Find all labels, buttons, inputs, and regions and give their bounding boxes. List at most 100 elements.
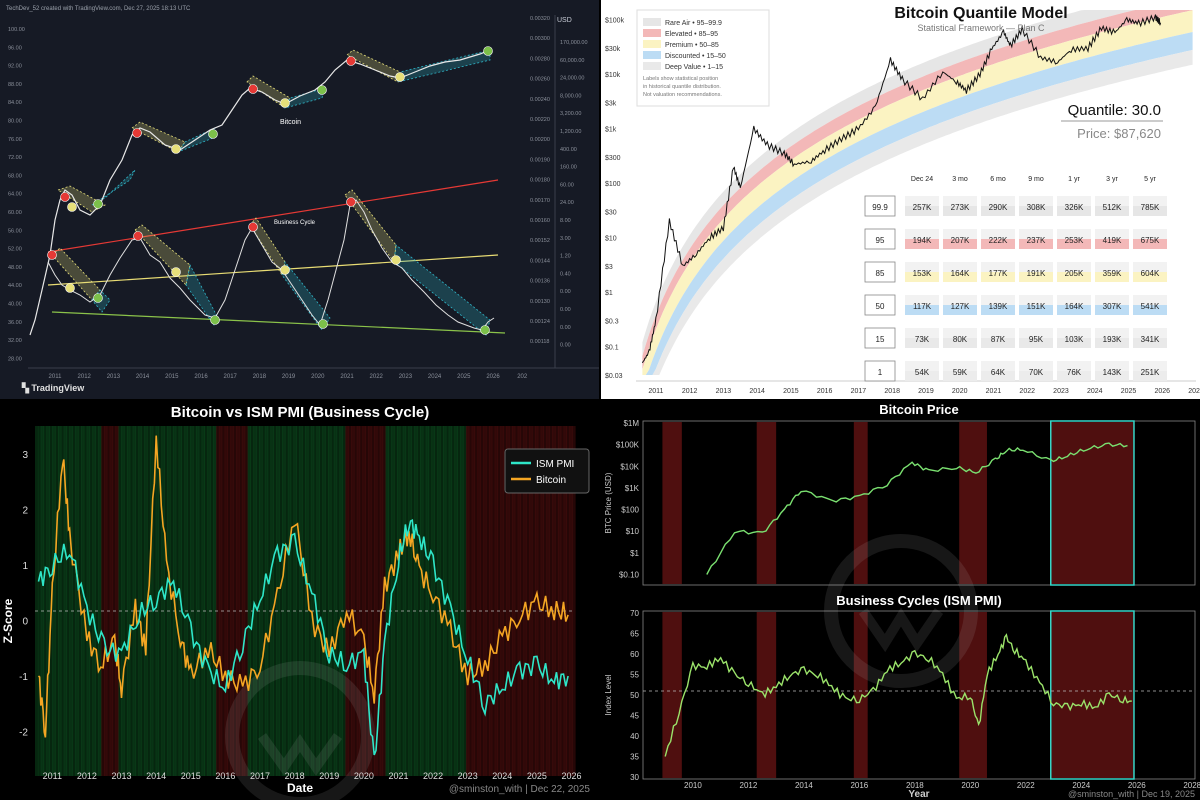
cycle-stripe (483, 426, 487, 776)
pmi-y-tick: 70 (630, 609, 639, 618)
price-pmi-x-tick: 2026 (1128, 781, 1146, 790)
zscore-x-tick: 2019 (319, 771, 339, 781)
cycle-stripe (72, 426, 76, 776)
cycle-stripe (284, 426, 289, 776)
cycle-stripe (244, 426, 249, 776)
cycle-stripe (351, 426, 355, 776)
signal-marker (67, 202, 77, 212)
table-header: 3 yr (1106, 176, 1118, 183)
signal-marker (395, 72, 405, 82)
left-axis-tick: 68.00 (8, 173, 22, 179)
quantile-y-tick: $0.03 (605, 373, 623, 380)
table-value: 326K (1065, 203, 1084, 212)
cycle-stripe (256, 426, 260, 776)
table-cell-band (1019, 305, 1053, 315)
cycle-stripe (546, 426, 550, 776)
contraction-band (959, 422, 987, 584)
zscore-x-tick: 2021 (388, 771, 408, 781)
left-axis-tick: 80.00 (8, 119, 22, 125)
zscore-x-tick: 2012 (77, 771, 97, 781)
cycle-stripe (290, 426, 295, 776)
cycle-stripe (216, 426, 220, 776)
zscore-x-tick: 2020 (354, 771, 374, 781)
table-cell-band (981, 272, 1015, 282)
cycle-stripe (89, 426, 93, 776)
tradingview-logo: ▚ (21, 382, 31, 394)
table-value: 222K (989, 236, 1008, 245)
cycle-stripe (46, 426, 50, 776)
quantile-band (642, 10, 1193, 370)
cycle-stripe (261, 426, 266, 776)
cycle-stripe (264, 426, 269, 776)
price-pmi-x-tick: 2020 (961, 781, 979, 790)
cycle-stripe (293, 426, 297, 776)
right-axis-tick: 3.00 (560, 236, 571, 242)
quantile-label-cell (864, 195, 896, 217)
table-cell-band (1095, 338, 1129, 348)
cycle-stripe (569, 426, 573, 776)
quantile-label-cell (864, 327, 896, 349)
table-cell-band (1095, 206, 1129, 216)
table-value: 237K (1027, 236, 1046, 245)
table-header: 6 mo (990, 176, 1006, 183)
price-pmi-xlabel: Year (908, 789, 929, 800)
cycle-stripe (488, 426, 493, 776)
cycle-stripe (98, 426, 102, 776)
cycle-stripe (121, 426, 125, 776)
legend-swatch (643, 40, 661, 48)
right-axis-tick: 24,000.00 (560, 76, 584, 82)
table-cell-band (1057, 371, 1091, 381)
table-cell-band (1133, 338, 1167, 348)
cycle-stripe (316, 426, 320, 776)
quantile-x-tick: 2015 (783, 388, 799, 395)
mid-axis-tick: 0.00152 (530, 238, 550, 244)
zscore-x-tick: 2024 (492, 771, 512, 781)
mid-axis-tick: 0.00300 (530, 36, 550, 42)
legend-entry: Bitcoin (536, 475, 566, 486)
table-value: 273K (951, 203, 970, 212)
price-pmi-chart: $1M $100K $10K $1K $100 $10 $1 $0.10 70 65 60 55 50… (604, 402, 1200, 800)
table-value: 80K (953, 335, 968, 344)
quantile-x-tick: 2013 (716, 388, 732, 395)
mid-axis-tick: 0.00118 (530, 339, 549, 345)
cycle-stripe (175, 426, 180, 776)
price-y-tick: $1M (623, 419, 639, 428)
table-cell-band (1095, 371, 1129, 381)
table-value: 177K (989, 269, 1008, 278)
legend-swatch (643, 51, 661, 59)
table-value: 251K (1141, 368, 1160, 377)
price-y-tick: $100K (616, 441, 640, 450)
cycle-stripe (572, 426, 576, 776)
quantile-x-tick: 2018 (884, 388, 900, 395)
table-value: 153K (913, 269, 932, 278)
price-pmi-x-tick: 2024 (1072, 781, 1090, 790)
cycle-stripe (276, 426, 280, 776)
cycle-stripe (422, 426, 427, 776)
quantile-y-tick: $1k (605, 127, 617, 134)
zscore-x-tick: 2022 (423, 771, 443, 781)
cycle-stripe (204, 426, 208, 776)
cycle-stripe (233, 426, 237, 776)
business-cycle-series-label: Business Cycle (274, 220, 316, 226)
cycle-stripe (236, 426, 240, 776)
zscore-x-tick: 2017 (250, 771, 270, 781)
cycle-stripe (517, 426, 522, 776)
quantile-x-tick: 2016 (817, 388, 833, 395)
price-pmi-x-tick: 2022 (1017, 781, 1035, 790)
ism-pmi-line (664, 633, 1132, 757)
left-axis-tick: 52.00 (8, 247, 22, 253)
contraction-band (756, 422, 777, 584)
pmi-y-tick: 45 (630, 712, 639, 721)
right-axis-tick: 60,000.00 (560, 58, 584, 64)
quantile-label: 99.9 (872, 203, 888, 212)
left-axis-tick: 76.00 (8, 137, 22, 143)
cycle-stripe (164, 426, 168, 776)
x-axis-tick: 2013 (107, 374, 121, 380)
pmi-ylabel: Index Level (604, 674, 613, 715)
mid-axis-tick: 0.00190 (530, 157, 550, 163)
table-value: 341K (1141, 335, 1160, 344)
zscore-panel: 3 2 1 0 -1 -2 2011 2012 2013 2014 2015 2016 2017 201… (0, 401, 599, 800)
right-axis-tick: 170,000.00 (560, 40, 588, 46)
zscore-x-tick: 2015 (181, 771, 201, 781)
right-axis-tick: 160.00 (560, 165, 577, 171)
